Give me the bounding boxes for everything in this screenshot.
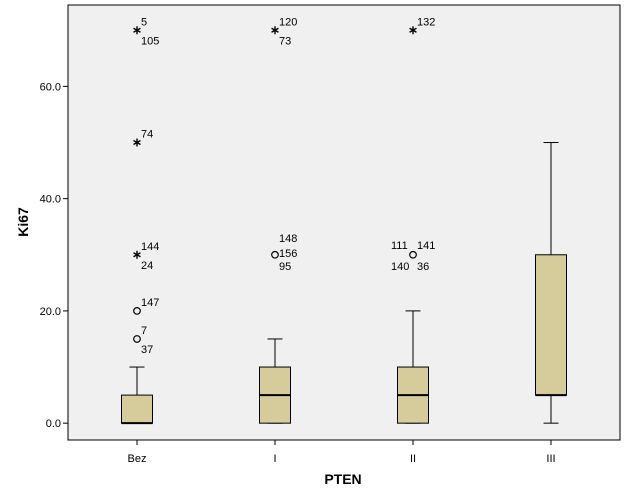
outlier-label: 111 (391, 240, 408, 252)
box-iqr (121, 394, 153, 424)
x-tick-label: I (273, 453, 276, 465)
outlier-star (133, 138, 141, 147)
x-axis-ticks: Bez I II III (128, 440, 556, 465)
outlier-star (133, 26, 141, 35)
x-tick-label: II (410, 453, 416, 465)
outlier-label: 73 (279, 35, 291, 47)
x-tick-label: III (546, 453, 555, 465)
y-axis-title: Ki67 (15, 207, 31, 237)
outlier-label: 74 (141, 129, 153, 141)
outlier-label: 147 (141, 297, 159, 309)
box-iqr (535, 254, 567, 396)
outlier-star-stroke (133, 252, 141, 258)
outlier-label: 141 (417, 240, 435, 252)
outlier-label: 148 (279, 233, 297, 245)
outlier-label: 36 (417, 261, 429, 273)
outlier-star-stroke (133, 139, 141, 146)
outlier-label: 95 (279, 261, 291, 273)
x-tick-label: Bez (128, 453, 147, 465)
plot-area (67, 4, 621, 441)
outlier-label: 24 (141, 260, 153, 272)
y-tick-label: 40.0 (40, 194, 61, 206)
outlier-circle (133, 335, 141, 343)
outlier-circle (409, 250, 417, 259)
outlier-label: 5 (141, 16, 147, 28)
boxes-layer (121, 142, 567, 425)
outlier-label: 144 (141, 241, 159, 253)
x-axis-title: PTEN (324, 471, 361, 487)
outlier-label: 120 (279, 16, 297, 28)
outlier-label: 105 (141, 35, 159, 47)
y-axis-ticks: 0.0 20.0 40.0 60.0 (40, 81, 68, 430)
y-tick-label: 60.0 (40, 81, 61, 93)
outlier-star-stroke (271, 27, 279, 33)
outlier-label: 140 (391, 261, 409, 273)
outlier-star-stroke (133, 27, 141, 33)
outlier-star (133, 250, 141, 259)
outlier-star (271, 26, 279, 35)
outlier-circle (133, 307, 141, 315)
outlier-label: 7 (141, 325, 147, 337)
outlier-circle (271, 250, 279, 259)
outlier-label: 156 (279, 248, 297, 260)
outlier-star-stroke (409, 27, 417, 33)
outlier-label: 132 (417, 16, 435, 28)
outlier-star (409, 26, 417, 35)
outlier-label: 37 (141, 344, 153, 356)
y-tick-label: 20.0 (40, 306, 61, 318)
y-tick-label: 0.0 (46, 418, 61, 430)
